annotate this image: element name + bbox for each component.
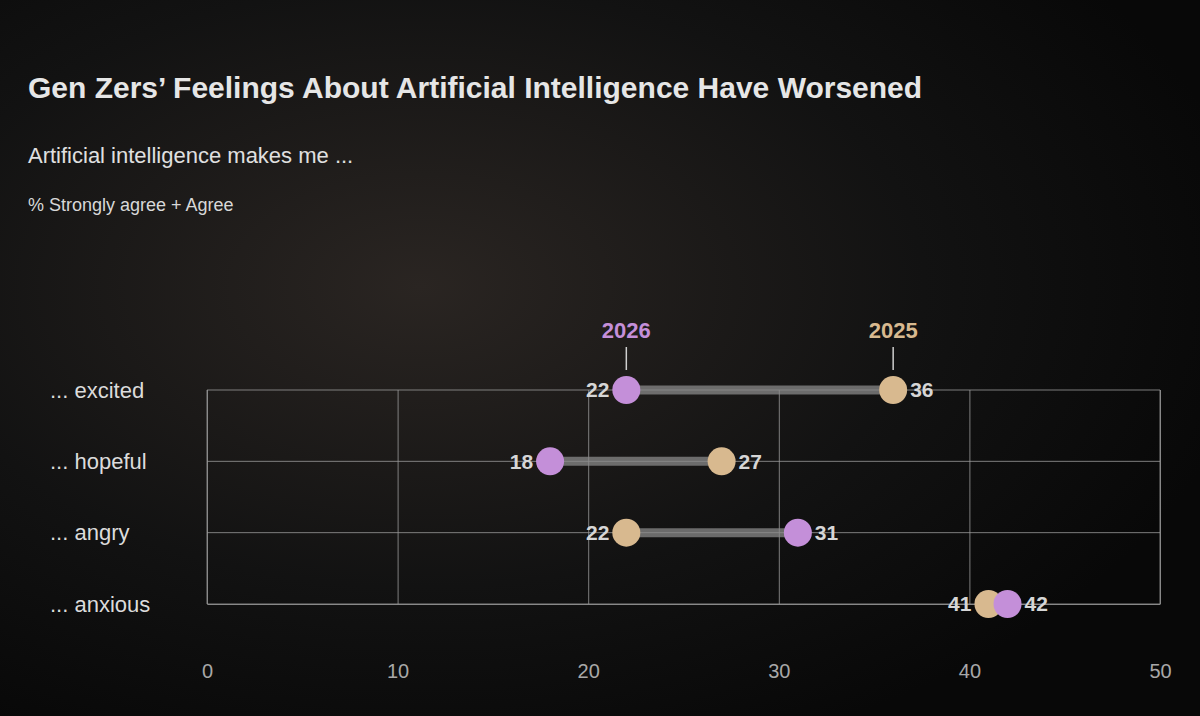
tick-label: 10 [387,660,409,682]
legend-pointer [892,347,894,370]
tick-label: 40 [959,660,981,682]
x-axis: 0 10 20 30 40 50 [202,390,1172,682]
data-label: 41 [948,592,972,615]
tick-label: 20 [578,660,600,682]
dot [994,590,1022,618]
data-label: 22 [586,378,609,401]
tick: 10 [387,390,409,682]
connector [550,457,722,466]
legend-label: 2025 [869,318,918,343]
dot [784,519,812,547]
legend: 2026 2025 [602,318,918,370]
tick-label: 30 [768,660,790,682]
background [0,0,1200,716]
dot [612,376,640,404]
category-labels: ... excited ... hopeful ... angry ... anxio… [50,378,150,617]
grid-line [398,390,399,604]
grid-line [588,390,589,604]
data-label: 42 [1025,592,1048,615]
data-label: 31 [815,521,839,544]
row-grid-line [207,461,1160,462]
frame-left [207,390,208,604]
legend-label: 2026 [602,318,651,343]
legend-pointer [626,347,628,370]
category-label: ... hopeful [50,449,147,474]
tick-label: 0 [202,660,213,682]
title: Gen Zers’ Feelings About Artificial Inte… [28,71,922,104]
tick-label: 50 [1149,660,1171,682]
connector [626,528,798,537]
category-label: ... angry [50,520,129,545]
frame-right [1160,390,1161,604]
grid-line [207,390,208,604]
category-label: ... anxious [50,592,150,617]
subtitle: Artificial intelligence makes me ... [28,143,353,168]
data-labels: 22 36 18 27 31 22 42 41 [510,378,1048,615]
annotation: % Strongly agree + Agree [28,195,234,215]
tick: 40 [959,390,981,682]
dot [612,519,640,547]
chart: Gen Zers’ Feelings About Artificial Inte… [0,0,1200,716]
grid-line [1160,390,1161,604]
plot [536,376,1021,618]
tick: 50 [1149,390,1171,682]
tick: 0 [202,390,213,682]
dot [708,447,736,475]
grid-line [779,390,780,604]
row-grid-line [207,532,1160,533]
connector [626,386,893,395]
grid-line [969,390,970,604]
dot [536,447,564,475]
data-label: 36 [910,378,933,401]
dot [879,376,907,404]
data-label: 18 [510,450,534,473]
grid [207,390,1160,604]
category-label: ... excited [50,378,144,403]
data-label: 27 [739,450,762,473]
row-grid-line [207,390,1160,391]
data-label: 22 [586,521,609,544]
